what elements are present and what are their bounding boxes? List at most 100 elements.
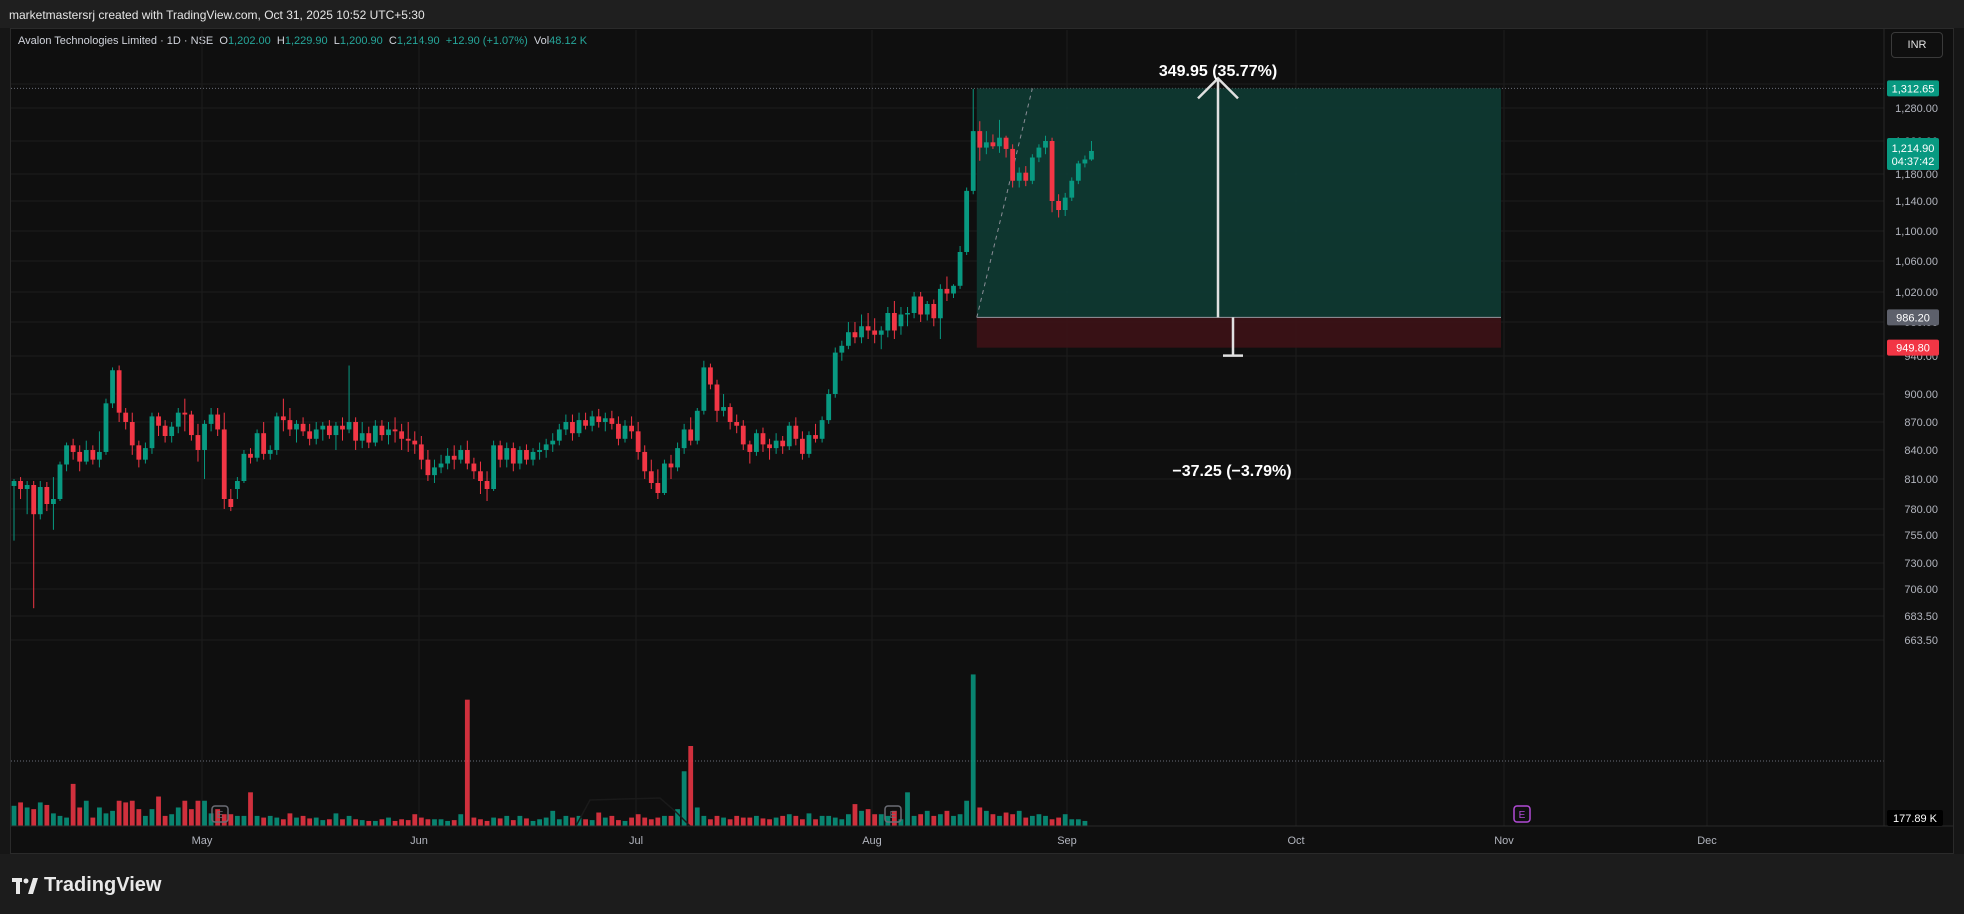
profit-zone bbox=[976, 88, 1501, 318]
candle-body bbox=[221, 429, 227, 499]
volume-bar bbox=[819, 815, 825, 826]
candle-body bbox=[655, 483, 661, 493]
candle-body bbox=[1023, 172, 1029, 181]
candle-body bbox=[550, 440, 556, 445]
candle-body bbox=[287, 420, 293, 430]
volume-bar bbox=[478, 819, 483, 826]
candle-body bbox=[208, 414, 214, 424]
volume-bar bbox=[228, 814, 234, 826]
candle-body bbox=[517, 450, 523, 464]
volume-bar bbox=[83, 800, 89, 826]
volume-bar bbox=[326, 819, 332, 826]
volume-bar bbox=[944, 810, 950, 826]
candle-body bbox=[951, 285, 956, 294]
currency-button[interactable]: INR bbox=[1891, 32, 1943, 58]
candle-body bbox=[18, 481, 23, 489]
time-tick-label: Nov bbox=[1494, 835, 1514, 847]
volume-bar bbox=[642, 817, 648, 826]
candle-body bbox=[924, 304, 930, 315]
volume-bar bbox=[937, 814, 943, 826]
symbol-title[interactable]: Avalon Technologies Limited · 1D · NSE bbox=[18, 35, 214, 47]
volume-bar bbox=[267, 815, 273, 826]
volume-bar bbox=[800, 819, 805, 826]
volume-bar bbox=[340, 819, 345, 826]
price-tick-label: 1,060.00 bbox=[1895, 256, 1938, 268]
volume-bar bbox=[392, 820, 398, 826]
candle-body bbox=[727, 407, 733, 422]
high-value: 1,229.90 bbox=[284, 35, 328, 47]
volume-bar bbox=[977, 807, 983, 826]
volume-bar bbox=[162, 815, 168, 826]
volume-bar bbox=[911, 815, 917, 826]
price-tick-label: 1,100.00 bbox=[1895, 226, 1938, 238]
volume-bar bbox=[832, 817, 838, 826]
candle-body bbox=[911, 296, 917, 313]
candle-body bbox=[44, 487, 50, 504]
close-value: 1,214.90 bbox=[396, 35, 440, 47]
volume-bar bbox=[31, 809, 37, 826]
candle-body bbox=[497, 445, 503, 460]
volume-bar bbox=[1029, 815, 1035, 826]
tradingview-logo[interactable]: TradingView bbox=[12, 874, 161, 897]
candle-body bbox=[464, 450, 470, 464]
volume-bar bbox=[747, 817, 753, 826]
volume-bar bbox=[44, 804, 50, 826]
candle-body bbox=[813, 435, 818, 439]
candle-body bbox=[399, 431, 405, 439]
price-chart[interactable]: 349.95 (35.77%)−37.25 (−3.79%)EEE1,320.0… bbox=[0, 0, 1964, 854]
candle-body bbox=[353, 422, 359, 441]
volume-bar bbox=[1056, 817, 1062, 826]
volume-bar bbox=[918, 814, 924, 826]
volume-bar bbox=[18, 802, 23, 826]
candle-body bbox=[872, 330, 878, 335]
candle-body bbox=[116, 370, 122, 413]
candle-body bbox=[1082, 159, 1088, 164]
volume-bar bbox=[806, 813, 812, 826]
volume-bar bbox=[497, 818, 503, 826]
high-label: H bbox=[276, 35, 285, 47]
candle-body bbox=[64, 445, 69, 465]
volume-bar bbox=[248, 792, 253, 826]
candle-body bbox=[1056, 201, 1062, 210]
volume-bar bbox=[320, 820, 326, 826]
volume-bar bbox=[1075, 819, 1081, 826]
volume-bar bbox=[740, 817, 746, 826]
candle-body bbox=[471, 463, 477, 472]
time-tick-label: Jun bbox=[410, 835, 428, 847]
volume-axis-label: 177.89 K bbox=[1893, 813, 1938, 825]
volume-bar bbox=[1036, 814, 1042, 826]
volume-bar bbox=[11, 805, 17, 826]
candle-body bbox=[773, 440, 779, 449]
candle-body bbox=[688, 429, 694, 441]
candle-body bbox=[530, 451, 536, 460]
candle-body bbox=[300, 423, 306, 432]
volume-bar bbox=[589, 820, 595, 826]
volume-bar bbox=[924, 810, 930, 826]
volume-label: Vol bbox=[533, 35, 550, 47]
time-tick-label: May bbox=[192, 835, 213, 847]
candle-body bbox=[714, 384, 720, 411]
volume-bar bbox=[438, 819, 444, 826]
candle-body bbox=[616, 423, 621, 439]
volume-bar bbox=[313, 817, 319, 826]
volume-bar bbox=[773, 817, 779, 826]
candle-body bbox=[977, 131, 983, 148]
candle-body bbox=[412, 440, 418, 445]
price-tick-label: 683.50 bbox=[1904, 611, 1938, 623]
candle-body bbox=[747, 444, 753, 452]
volume-bar bbox=[136, 809, 142, 826]
volume-bar bbox=[294, 817, 299, 826]
candle-body bbox=[583, 420, 588, 426]
candle-body bbox=[865, 326, 871, 331]
volume-bar bbox=[97, 807, 102, 826]
volume-bar bbox=[432, 819, 437, 826]
volume-bar bbox=[1069, 819, 1075, 826]
candle-body bbox=[642, 451, 648, 472]
candle-body bbox=[786, 425, 792, 447]
volume-bar bbox=[300, 815, 306, 826]
volume-bar bbox=[175, 807, 181, 826]
volume-bar bbox=[951, 815, 956, 826]
time-tick-label: Oct bbox=[1287, 835, 1304, 847]
volume-bar bbox=[905, 792, 910, 826]
candle-body bbox=[734, 422, 740, 426]
